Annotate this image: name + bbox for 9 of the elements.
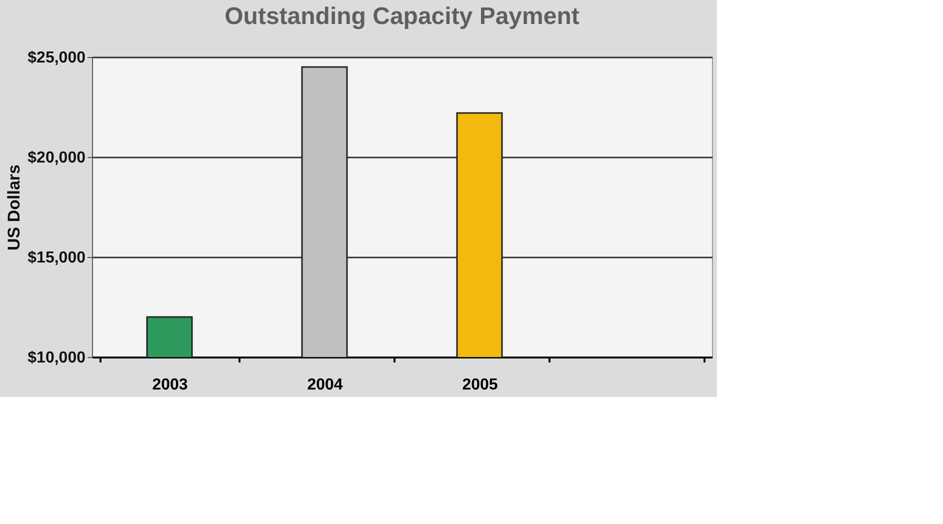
x-tick-label: 2003	[152, 376, 188, 394]
x-tick-label: 2005	[462, 376, 498, 394]
y-tick-label: $10,000	[28, 350, 86, 366]
y-axis-title: US Dollars	[4, 164, 24, 250]
x-tick-label: 2004	[307, 376, 343, 394]
y-tick-label: $25,000	[28, 50, 86, 66]
y-tick-label: $20,000	[28, 150, 86, 166]
chart-title: Outstanding Capacity Payment	[224, 3, 580, 30]
y-tick-label: $15,000	[28, 250, 86, 266]
